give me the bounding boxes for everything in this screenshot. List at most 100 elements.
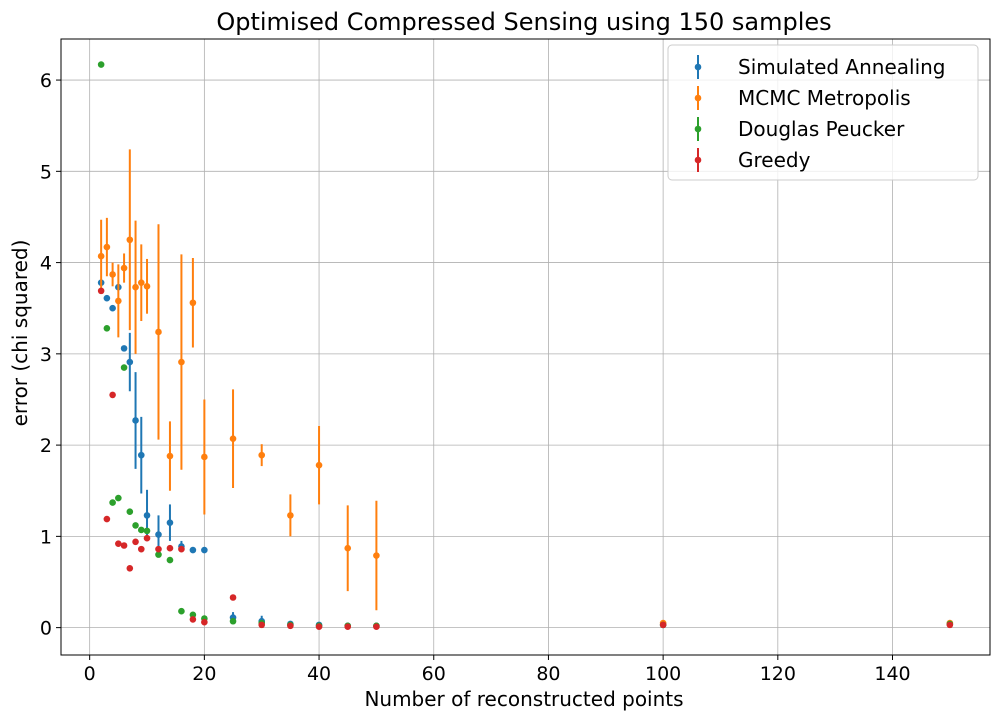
plot-area <box>60 38 991 656</box>
data-point <box>103 294 111 302</box>
legend-point-marker <box>694 156 702 164</box>
y-tick-label: 0 <box>40 618 52 640</box>
data-point <box>166 556 174 564</box>
data-point <box>103 515 111 523</box>
data-point <box>132 538 139 546</box>
data-point <box>143 512 151 519</box>
data-point <box>109 271 116 278</box>
data-point <box>166 544 174 552</box>
x-tick-label: 20 <box>192 663 216 685</box>
data-point <box>137 451 145 459</box>
data-point <box>659 621 667 629</box>
data-point <box>120 542 128 549</box>
legend-entry: Douglas Peucker <box>694 117 905 141</box>
data-point <box>120 345 128 352</box>
legend-point-marker <box>694 94 702 102</box>
data-point <box>315 623 323 631</box>
legend: Simulated Annealing MCMC Metropolis Dougla… <box>667 44 979 181</box>
y-tick-label: 1 <box>40 526 52 548</box>
data-point <box>143 527 151 535</box>
y-tick-label: 4 <box>40 253 52 275</box>
data-point <box>189 616 197 623</box>
data-point <box>229 435 237 443</box>
data-point <box>287 622 294 630</box>
data-point <box>126 358 134 366</box>
data-point <box>115 297 122 305</box>
data-point <box>109 304 116 312</box>
x-tick-label: 40 <box>307 663 331 685</box>
data-point <box>287 512 294 519</box>
data-point <box>155 328 162 336</box>
legend-label: Douglas Peucker <box>738 117 905 141</box>
data-point <box>115 540 122 547</box>
data-point <box>373 623 380 631</box>
data-point <box>178 545 185 553</box>
data-point <box>189 546 197 554</box>
chart-title: Optimised Compressed Sensing using 150 s… <box>216 8 831 36</box>
legend-point-marker <box>694 125 702 133</box>
legend-label: Simulated Annealing <box>738 55 946 79</box>
x-axis-label: Number of reconstructed points <box>364 687 683 711</box>
data-point <box>155 531 162 538</box>
data-point <box>103 324 111 332</box>
data-point <box>201 546 208 554</box>
data-point <box>229 617 237 625</box>
legend-box <box>667 44 979 181</box>
data-points <box>97 61 954 631</box>
data-point <box>201 618 208 626</box>
data-point <box>178 358 185 366</box>
data-point <box>201 453 208 461</box>
y-tick-label: 6 <box>40 70 52 92</box>
legend-label: MCMC Metropolis <box>738 86 911 110</box>
data-point <box>115 494 122 502</box>
data-point <box>137 279 145 286</box>
legend-entry: Simulated Annealing <box>694 55 946 79</box>
x-tick-label: 80 <box>536 663 560 685</box>
x-tick-label: 0 <box>84 663 96 685</box>
data-point <box>166 519 174 526</box>
series-mcmc-metropolis <box>97 149 954 627</box>
data-point <box>137 545 145 553</box>
data-point <box>229 594 237 601</box>
legend-entry: Greedy <box>694 148 811 172</box>
data-point <box>109 391 116 399</box>
data-point <box>103 243 111 251</box>
legend-point-marker <box>694 63 702 71</box>
data-point <box>120 364 128 371</box>
data-point <box>166 452 174 460</box>
legend-entry: MCMC Metropolis <box>694 86 911 110</box>
data-point <box>258 451 266 459</box>
data-point <box>132 283 139 291</box>
data-point <box>344 623 352 631</box>
data-point <box>132 522 139 529</box>
data-point <box>132 417 139 424</box>
x-tick-label: 140 <box>874 663 910 685</box>
data-point <box>946 621 954 629</box>
x-tick-label: 60 <box>422 663 446 685</box>
data-point <box>373 552 380 559</box>
y-tick-label: 5 <box>40 161 52 183</box>
data-point <box>178 607 185 615</box>
data-point <box>137 526 145 534</box>
data-point <box>315 461 323 469</box>
series-greedy <box>97 287 954 631</box>
data-point <box>97 287 105 295</box>
x-tick-label: 100 <box>645 663 681 685</box>
y-axis-label: error (chi squared) <box>8 240 32 427</box>
series-simulated-annealing <box>97 279 954 630</box>
data-point <box>143 534 151 542</box>
data-point <box>109 499 116 506</box>
data-point <box>258 621 266 629</box>
data-point <box>189 299 197 307</box>
data-point <box>97 61 105 68</box>
legend-label: Greedy <box>738 148 811 172</box>
axis-ticks: 0 20 40 60 80 100 120 140 0 1 2 3 4 5 6 <box>40 70 911 685</box>
data-point <box>126 236 134 244</box>
y-tick-label: 3 <box>40 344 52 366</box>
data-point <box>143 283 151 290</box>
data-point <box>155 551 162 558</box>
data-point <box>155 545 162 553</box>
y-tick-label: 2 <box>40 435 52 457</box>
data-point <box>344 544 352 552</box>
